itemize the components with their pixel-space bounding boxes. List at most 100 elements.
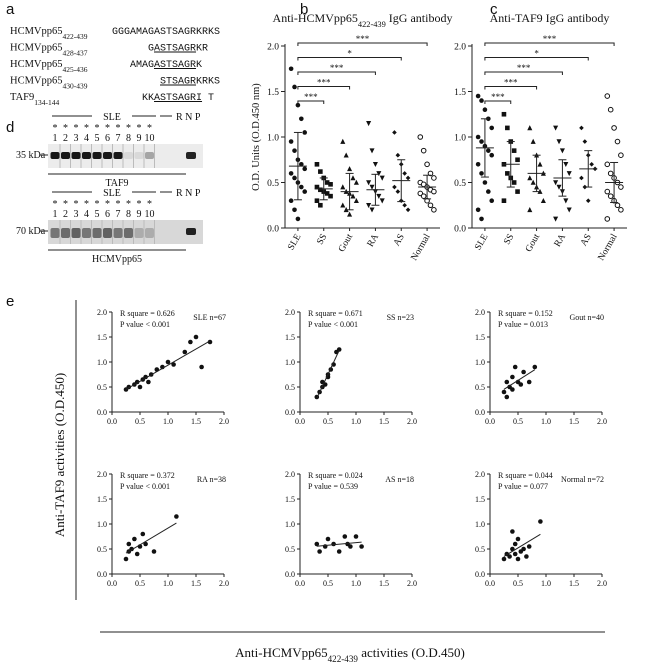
band	[71, 152, 81, 159]
point	[171, 362, 176, 367]
sequence-part: ASTSAGR	[154, 60, 196, 71]
shared-x-label-sub: 422-439	[328, 654, 359, 664]
lane-number: 3	[74, 133, 79, 144]
x-tick-label: 2.0	[219, 417, 229, 426]
y-tick-label: 1.0	[267, 134, 279, 144]
x-tick-label: 2.0	[219, 579, 229, 588]
control-label: R N P	[176, 188, 201, 199]
y-tick-label: 1.5	[97, 495, 107, 504]
y-tick-label: 1.5	[454, 88, 466, 98]
fit-line	[503, 533, 541, 557]
y-tick-label: 0.0	[475, 408, 485, 417]
lane-star: *	[105, 123, 110, 134]
y-tick-label: 0.5	[475, 383, 485, 392]
band	[82, 228, 91, 238]
point	[199, 364, 204, 370]
peptide-sequence: STSAGRKRKS	[160, 77, 220, 88]
lane-star: *	[84, 199, 89, 210]
significance-label: *	[347, 49, 352, 59]
point	[527, 207, 533, 213]
point	[182, 349, 188, 355]
y-tick-label: 2.0	[475, 470, 485, 479]
fit-line	[125, 522, 177, 554]
band	[92, 152, 102, 159]
annotation: R square = 0.626	[120, 309, 175, 318]
lane-number: 10	[145, 133, 155, 144]
point	[336, 347, 342, 352]
point	[288, 139, 294, 144]
shared-x-label: Anti-HCMVpp65422-439 activities (O.D.450…	[235, 645, 465, 664]
x-tick-label: SLE	[473, 232, 490, 252]
point	[123, 556, 129, 562]
y-tick-label: 1.0	[285, 520, 295, 529]
lane-number: 8	[126, 133, 131, 144]
lane-number: 2	[63, 133, 68, 144]
point	[328, 193, 333, 199]
lane-number: 7	[116, 209, 121, 220]
annotation: R square = 0.671	[308, 309, 363, 318]
sequence-part: T	[202, 93, 214, 104]
point	[143, 541, 148, 547]
point	[402, 171, 407, 176]
point	[126, 541, 132, 547]
point	[318, 187, 323, 193]
point	[134, 551, 140, 557]
peptide-name: HCMVpp65422-439	[10, 26, 88, 41]
x-tick-label: 1.5	[379, 417, 389, 426]
point	[331, 541, 336, 547]
point	[395, 189, 401, 194]
y-tick-label: 0.0	[97, 570, 107, 579]
sequence-part: KR	[196, 44, 208, 55]
group-label: SLE	[103, 112, 121, 123]
point	[353, 179, 359, 185]
point	[579, 125, 584, 131]
x-tick-label: RA	[366, 232, 381, 249]
lane-number: 4	[84, 209, 89, 220]
band	[103, 152, 112, 159]
chart-title-main: Anti-HCMVpp65	[273, 11, 358, 25]
point	[324, 180, 330, 185]
peptide-name-main: TAF9	[10, 92, 34, 103]
lane-star: *	[116, 199, 121, 210]
shared-x-label-main: Anti-HCMVpp65	[235, 645, 327, 660]
point	[372, 162, 378, 168]
point	[604, 161, 611, 168]
point	[288, 198, 294, 203]
point	[340, 138, 346, 144]
lane-star: *	[105, 199, 110, 210]
x-tick-label: 1.5	[569, 417, 579, 426]
point	[585, 198, 591, 203]
y-tick-label: 0.0	[475, 570, 485, 579]
band	[50, 152, 60, 159]
point	[342, 534, 348, 539]
significance-label: *	[534, 49, 539, 59]
point	[369, 184, 375, 190]
fit-line	[503, 369, 536, 390]
point	[489, 125, 495, 131]
point	[207, 339, 213, 345]
band	[186, 152, 196, 159]
chart-title-tail: IgG antibody	[386, 11, 453, 25]
point	[288, 66, 294, 72]
x-tick-label: Gout	[524, 232, 542, 254]
significance-label: ***	[330, 63, 344, 73]
point	[299, 162, 304, 167]
fit-line	[316, 541, 362, 547]
lane-star: *	[137, 199, 142, 210]
x-tick-label: 0.5	[513, 579, 523, 588]
sequence-part: G	[148, 44, 154, 55]
point	[526, 544, 532, 549]
peptide-sequence: AMAGASTSAGRK	[130, 60, 202, 71]
point	[479, 171, 484, 176]
x-tick-label: 1.5	[191, 579, 201, 588]
protein-label: TAF9	[105, 178, 128, 189]
point	[143, 374, 148, 380]
point	[369, 207, 375, 213]
y-tick-label: 1.0	[475, 520, 485, 529]
band	[124, 228, 133, 238]
peptide-range: 134-144	[34, 98, 59, 107]
point	[553, 125, 559, 131]
point	[553, 180, 559, 186]
annotation: P value = 0.539	[308, 482, 358, 491]
point	[302, 130, 308, 135]
